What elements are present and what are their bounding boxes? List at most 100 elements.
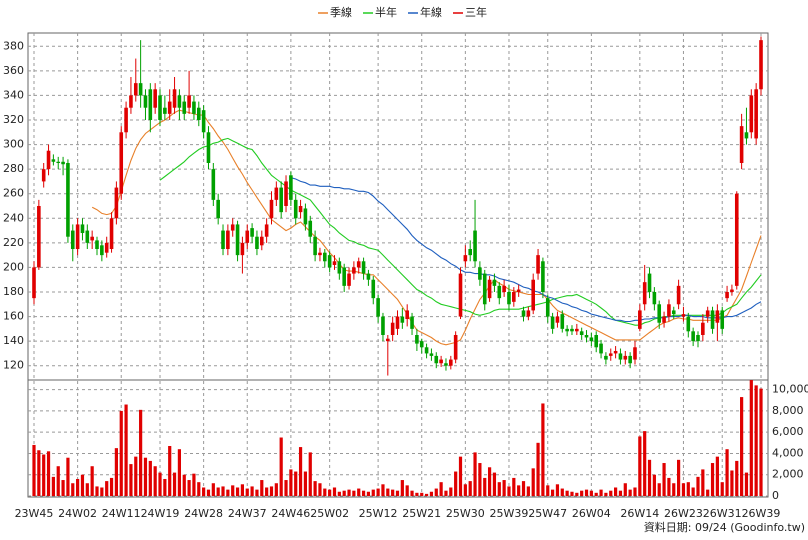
volume-bar xyxy=(56,466,60,496)
candle-body xyxy=(70,230,75,249)
candle-body xyxy=(119,132,124,194)
volume-bar xyxy=(710,463,715,496)
candle-body xyxy=(419,341,424,348)
volume-bar xyxy=(192,473,196,496)
candle-body xyxy=(701,322,705,335)
candle-body xyxy=(332,261,337,265)
volume-bar xyxy=(255,489,259,496)
volume-bar xyxy=(483,477,487,496)
candle-body xyxy=(371,279,376,299)
volume-bar xyxy=(361,490,366,496)
candle-body xyxy=(671,310,676,315)
volume-bar xyxy=(740,397,744,496)
candle-body xyxy=(565,328,569,332)
volume-bar xyxy=(454,471,458,496)
volume-bar xyxy=(42,454,46,496)
y-tick-label: 380 xyxy=(3,39,24,52)
candle-body xyxy=(642,282,647,305)
volume-bar xyxy=(735,460,739,496)
candle-body xyxy=(167,101,172,114)
candle-body xyxy=(715,310,720,323)
candle-body xyxy=(608,353,613,356)
candle-body xyxy=(744,132,749,139)
y-tick-label: 240 xyxy=(3,211,24,224)
candle-body xyxy=(439,359,443,364)
volume-bar xyxy=(37,450,41,496)
volume-bar xyxy=(706,489,710,496)
volume-bar xyxy=(720,482,724,496)
candle-body xyxy=(303,208,308,225)
y-tick-label: 200 xyxy=(3,260,24,273)
candle-body xyxy=(327,255,332,268)
candle-body xyxy=(429,353,434,356)
x-tick-label: 26W14 xyxy=(620,507,659,520)
y-tick-label: 180 xyxy=(3,285,24,298)
volume-bar xyxy=(279,437,283,496)
candle-body xyxy=(584,335,589,338)
candle-body xyxy=(182,101,187,114)
volume-bar xyxy=(434,488,438,496)
candle-body xyxy=(696,335,700,342)
volume-bar xyxy=(260,480,264,496)
volume-bar xyxy=(109,477,114,496)
volume-bar xyxy=(677,459,681,496)
volume-bar xyxy=(415,492,419,496)
candle-body xyxy=(240,242,245,256)
volume-bar xyxy=(289,469,293,496)
volume-bar xyxy=(386,488,390,496)
candle-body xyxy=(90,236,94,241)
candle-body xyxy=(734,193,739,286)
volume-bar xyxy=(468,481,472,496)
volume-tick-label: 0 xyxy=(772,489,779,502)
volume-bar xyxy=(328,489,332,496)
volume-bar xyxy=(139,409,143,496)
candle-body xyxy=(594,335,599,348)
candle-body xyxy=(148,89,153,120)
volume-bar xyxy=(95,486,99,496)
candle-body xyxy=(114,187,119,219)
volume-bar xyxy=(628,489,632,496)
volume-bar xyxy=(114,448,118,496)
candle-body xyxy=(337,261,342,274)
candle-body xyxy=(356,261,361,268)
candle-body xyxy=(759,40,763,90)
volume-bar xyxy=(197,482,201,496)
y-tick-label: 120 xyxy=(3,359,24,372)
volume-bar xyxy=(449,487,453,496)
candle-body xyxy=(657,304,662,323)
volume-bar xyxy=(492,472,497,496)
volume-bar xyxy=(342,490,346,496)
volume-bar xyxy=(129,464,133,496)
candle-body xyxy=(274,187,279,200)
legend-label: 年線 xyxy=(420,5,442,19)
candle-body xyxy=(129,95,133,108)
volume-bar xyxy=(526,486,530,496)
volume-bar xyxy=(512,477,516,496)
candle-body xyxy=(32,267,36,299)
candle-body xyxy=(395,316,400,329)
candle-body xyxy=(575,328,579,332)
candle-body xyxy=(235,224,240,256)
x-tick-label: 25W21 xyxy=(402,507,441,520)
candle-body xyxy=(245,230,250,243)
candle-body xyxy=(579,331,584,335)
x-tick-label: 24W46 xyxy=(271,507,310,520)
volume-bar xyxy=(187,480,191,496)
volume-bar xyxy=(76,478,80,496)
volume-bar xyxy=(313,481,317,496)
legend-label: 三年 xyxy=(465,5,487,19)
candle-body xyxy=(323,252,327,262)
candle-body xyxy=(56,161,61,163)
x-tick-label: 24W02 xyxy=(58,507,97,520)
volume-bar xyxy=(410,490,414,496)
volume-bar xyxy=(429,491,434,496)
volume-bar xyxy=(226,489,230,496)
volume-bar xyxy=(517,485,521,496)
volume-bar xyxy=(575,492,579,496)
volume-bar xyxy=(667,477,671,496)
volume-bar xyxy=(269,486,274,496)
candle-body xyxy=(386,338,390,342)
volume-bar xyxy=(550,489,555,496)
candle-body xyxy=(691,331,695,342)
candle-body xyxy=(66,163,70,237)
